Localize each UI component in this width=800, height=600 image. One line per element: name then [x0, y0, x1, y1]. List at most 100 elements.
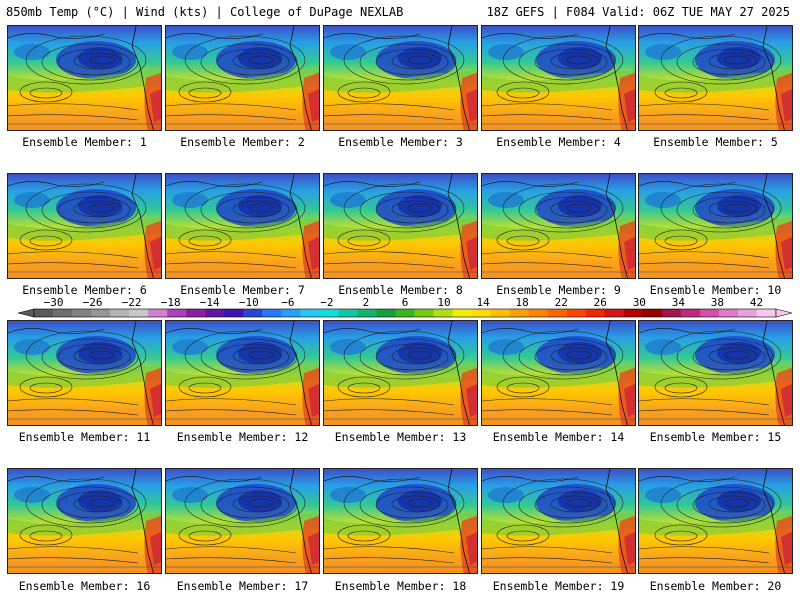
header-title-right: 18Z GEFS | F084 Valid: 06Z TUE MAY 27 20…: [486, 5, 790, 19]
colorbar-segment: [186, 309, 206, 317]
colorbar-segment: [34, 309, 54, 317]
colorbar-tick-label: −10: [239, 296, 259, 309]
colorbar-segment: [91, 309, 111, 317]
colorbar-segment: [699, 309, 720, 317]
ensemble-map: [638, 468, 793, 574]
colorbar-segment: [167, 309, 187, 317]
ensemble-map: [7, 468, 162, 574]
ensemble-member-label: Ensemble Member: 6: [22, 283, 147, 297]
ensemble-member-label: Ensemble Member: 16: [18, 579, 151, 593]
colorbar-segment: [433, 309, 453, 317]
colorbar-segment: [737, 309, 758, 317]
ensemble-map: [638, 25, 793, 131]
colorbar-segment: [642, 309, 663, 317]
colorbar-segment: [490, 309, 511, 317]
ensemble-map: [481, 320, 636, 426]
ensemble-member-label: Ensemble Member: 14: [492, 430, 625, 444]
ensemble-map: [638, 320, 793, 426]
colorbar-tick-label: 38: [711, 296, 724, 309]
ensemble-member-label: Ensemble Member: 17: [176, 579, 309, 593]
ensemble-map: [7, 25, 162, 131]
colorbar-segment: [205, 309, 225, 317]
colorbar-segment: [509, 309, 530, 317]
temperature-colorbar: −30 −26 −22 −18 −14 −10 −6 −2 2 6 10 14 18 22 26 30 34 38…: [17, 296, 793, 318]
ensemble-map: [481, 25, 636, 131]
ensemble-map: [165, 173, 320, 279]
ensemble-member-label: Ensemble Member: 8: [338, 283, 463, 297]
ensemble-map: [481, 468, 636, 574]
colorbar-segment: [338, 309, 358, 317]
colorbar-tick-label: 26: [594, 296, 607, 309]
colorbar-segment: [376, 309, 396, 317]
colorbar-tick-label: 18: [516, 296, 529, 309]
ensemble-member-label: Ensemble Member: 2: [180, 135, 305, 149]
ensemble-map: [165, 25, 320, 131]
colorbar-segment: [148, 309, 168, 317]
colorbar-segment: [585, 309, 606, 317]
header-title-left: 850mb Temp (°C) | Wind (kts) | College o…: [6, 5, 404, 19]
ensemble-member-label: Ensemble Member: 5: [653, 135, 778, 149]
colorbar-tick-label: −6: [281, 296, 294, 309]
colorbar-tick-label: 2: [363, 296, 370, 309]
ensemble-member-label: Ensemble Member: 19: [492, 579, 625, 593]
ensemble-member-label: Ensemble Member: 20: [649, 579, 782, 593]
colorbar-tick-label: −30: [44, 296, 64, 309]
colorbar-tick-label: −2: [320, 296, 333, 309]
ensemble-member-label: Ensemble Member: 13: [334, 430, 467, 444]
colorbar-segment: [72, 309, 92, 317]
colorbar-segment: [357, 309, 377, 317]
colorbar-segment: [53, 309, 73, 317]
ensemble-map: [7, 173, 162, 279]
ensemble-member-label: Ensemble Member: 18: [334, 579, 467, 593]
colorbar-segment: [452, 309, 472, 317]
ensemble-member-label: Ensemble Member: 3: [338, 135, 463, 149]
ensemble-member-label: Ensemble Member: 10: [649, 283, 782, 297]
ensemble-map: [165, 320, 320, 426]
colorbar-segment: [718, 309, 739, 317]
colorbar-segment: [281, 309, 301, 317]
colorbar-segment: [129, 309, 149, 317]
ensemble-member-label: Ensemble Member: 7: [180, 283, 305, 297]
colorbar-segment: [471, 309, 492, 317]
ensemble-map: [7, 320, 162, 426]
ensemble-map: [323, 25, 478, 131]
colorbar-segment: [110, 309, 130, 317]
colorbar-tick-label: 6: [402, 296, 409, 309]
colorbar-segment: [319, 309, 339, 317]
colorbar-segment: [528, 309, 549, 317]
ensemble-map: [165, 468, 320, 574]
colorbar-segment: [756, 309, 777, 317]
colorbar-segment: [395, 309, 415, 317]
colorbar-tick-label: 34: [672, 296, 686, 309]
colorbar-tick-label: 22: [555, 296, 568, 309]
colorbar-tick-label: −18: [161, 296, 181, 309]
colorbar-min-arrow: [17, 308, 35, 318]
colorbar-segment: [547, 309, 568, 317]
colorbar-tick-label: 30: [633, 296, 646, 309]
ensemble-member-label: Ensemble Member: 4: [496, 135, 621, 149]
colorbar-tick-label: −26: [83, 296, 103, 309]
colorbar-segment: [300, 309, 320, 317]
ensemble-member-label: Ensemble Member: 15: [649, 430, 782, 444]
ensemble-member-label: Ensemble Member: 11: [18, 430, 151, 444]
colorbar-tick-label: −22: [122, 296, 142, 309]
ensemble-map: [323, 173, 478, 279]
ensemble-map: [323, 320, 478, 426]
colorbar-segment: [414, 309, 434, 317]
colorbar-segment: [243, 309, 263, 317]
colorbar-segment: [566, 309, 587, 317]
colorbar-tick-label: 42: [750, 296, 763, 309]
ensemble-map: [481, 173, 636, 279]
colorbar-segment: [262, 309, 282, 317]
ensemble-member-label: Ensemble Member: 1: [22, 135, 147, 149]
colorbar-segment: [680, 309, 701, 317]
colorbar-tick-label: 14: [476, 296, 490, 309]
ensemble-member-label: Ensemble Member: 9: [496, 283, 621, 297]
colorbar-segment: [224, 309, 244, 317]
colorbar-max-arrow: [775, 308, 793, 318]
colorbar-tick-label: −14: [200, 296, 220, 309]
colorbar-tick-label: 10: [437, 296, 450, 309]
ensemble-map: [323, 468, 478, 574]
colorbar-segment: [604, 309, 625, 317]
